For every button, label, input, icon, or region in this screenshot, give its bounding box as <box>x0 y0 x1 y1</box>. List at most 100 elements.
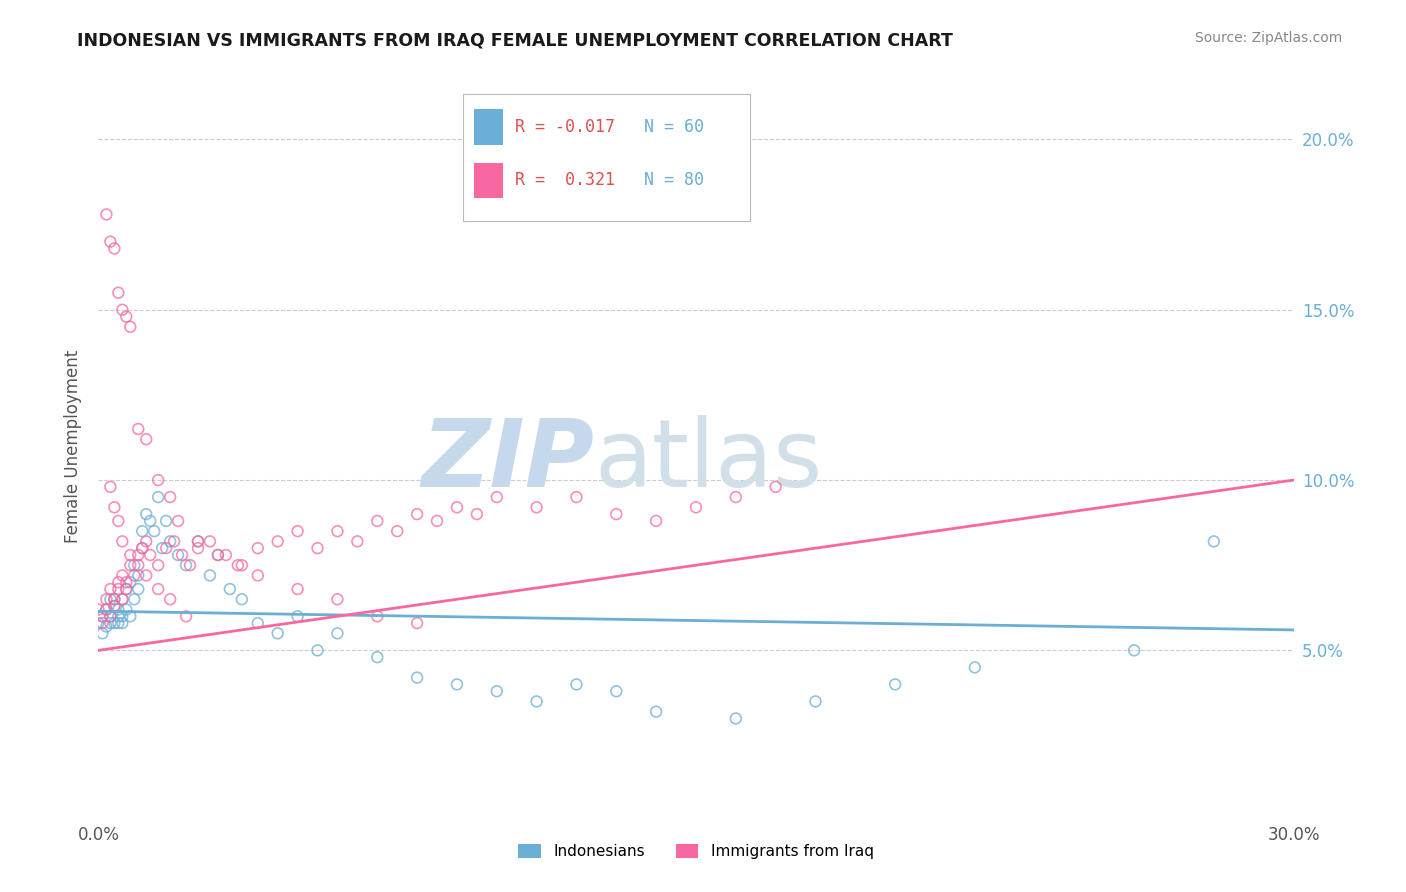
Point <box>131 541 153 556</box>
Point <box>485 684 508 698</box>
Point <box>107 582 129 596</box>
Point <box>111 534 134 549</box>
Point <box>1123 643 1146 657</box>
Point <box>406 671 429 685</box>
Point <box>103 599 125 613</box>
Point <box>98 235 122 249</box>
Point <box>366 650 388 665</box>
Point <box>187 534 209 549</box>
Point <box>120 575 142 590</box>
Point <box>198 568 221 582</box>
Text: atlas: atlas <box>595 415 823 507</box>
Point <box>135 507 157 521</box>
Point <box>120 548 142 562</box>
Point <box>103 599 125 613</box>
Text: INDONESIAN VS IMMIGRANTS FROM IRAQ FEMALE UNEMPLOYMENT CORRELATION CHART: INDONESIAN VS IMMIGRANTS FROM IRAQ FEMAL… <box>77 31 953 49</box>
Point <box>98 592 122 607</box>
Point <box>98 609 122 624</box>
Point <box>135 568 157 582</box>
Point <box>120 609 142 624</box>
Point <box>107 609 129 624</box>
Point <box>645 514 668 528</box>
Point <box>139 514 162 528</box>
Point <box>366 514 388 528</box>
Point <box>219 582 242 596</box>
Point <box>103 500 125 515</box>
Point <box>167 514 190 528</box>
Point <box>115 582 138 596</box>
Point <box>96 592 118 607</box>
Point <box>107 514 129 528</box>
Point <box>96 207 118 221</box>
Point <box>215 548 238 562</box>
Point <box>207 548 229 562</box>
Point <box>127 568 149 582</box>
Point <box>174 558 197 573</box>
Point <box>107 285 129 300</box>
Point <box>246 616 269 631</box>
Point <box>131 541 153 556</box>
Text: ZIP: ZIP <box>422 415 595 507</box>
Point <box>107 616 129 631</box>
Point <box>645 705 668 719</box>
Point <box>107 602 129 616</box>
Point <box>96 619 118 633</box>
Point <box>103 592 125 607</box>
Text: Source: ZipAtlas.com: Source: ZipAtlas.com <box>1195 31 1343 45</box>
Point <box>98 582 122 596</box>
Point <box>111 568 134 582</box>
Point <box>150 541 173 556</box>
Point <box>287 524 309 538</box>
Point <box>267 534 290 549</box>
Point <box>115 602 138 616</box>
Point <box>103 592 125 607</box>
Point <box>198 534 221 549</box>
Point <box>135 534 157 549</box>
Y-axis label: Female Unemployment: Female Unemployment <box>63 350 82 542</box>
Point <box>111 302 134 317</box>
Point <box>406 507 429 521</box>
Point <box>465 507 488 521</box>
Point <box>804 694 827 708</box>
Point <box>96 602 118 616</box>
Point <box>307 541 329 556</box>
Point <box>231 558 253 573</box>
Point <box>148 558 170 573</box>
Point <box>565 490 588 504</box>
Point <box>346 534 368 549</box>
Point <box>174 609 197 624</box>
Point <box>98 480 122 494</box>
Point <box>91 626 114 640</box>
Point <box>163 534 186 549</box>
Point <box>159 592 181 607</box>
Point <box>963 660 986 674</box>
Point <box>287 582 309 596</box>
Point <box>287 609 309 624</box>
Point <box>120 319 142 334</box>
Point <box>127 558 149 573</box>
Point <box>385 524 409 538</box>
Point <box>1202 534 1225 549</box>
Point <box>148 473 170 487</box>
Point <box>485 490 508 504</box>
Point <box>124 568 146 582</box>
Point <box>87 616 110 631</box>
Point <box>179 558 201 573</box>
Point <box>127 422 149 436</box>
Point <box>139 548 162 562</box>
Point <box>172 548 194 562</box>
Point <box>124 558 146 573</box>
Point <box>111 592 134 607</box>
Point <box>155 541 177 556</box>
Point <box>127 548 149 562</box>
Point <box>326 592 349 607</box>
Point <box>724 490 747 504</box>
Point <box>127 582 149 596</box>
Point <box>124 592 146 607</box>
Point <box>120 558 142 573</box>
Point <box>91 609 114 624</box>
Point <box>526 500 548 515</box>
Point <box>159 490 181 504</box>
Point <box>155 514 177 528</box>
Point <box>226 558 249 573</box>
